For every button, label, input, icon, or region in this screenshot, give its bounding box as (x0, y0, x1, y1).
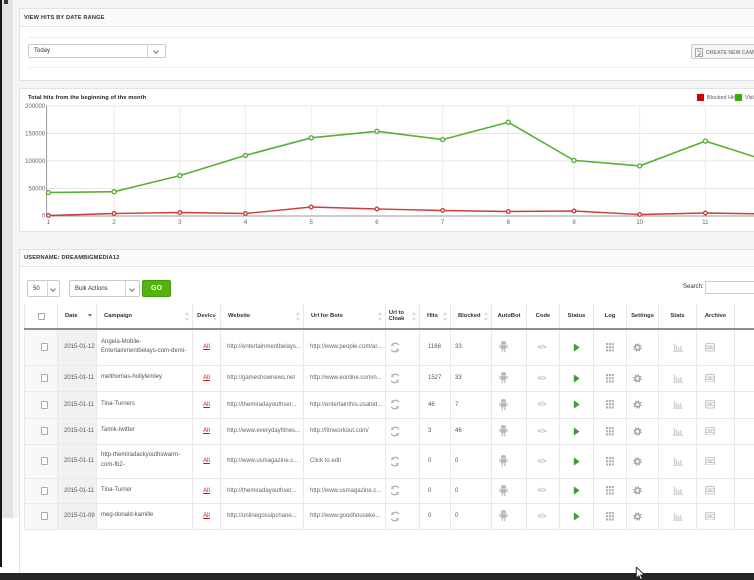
svg-text:7: 7 (441, 220, 445, 226)
svg-text:11: 11 (702, 220, 709, 226)
svg-text:10: 10 (636, 220, 643, 226)
svg-text:0: 0 (42, 214, 46, 220)
svg-text:9: 9 (572, 220, 576, 226)
svg-text:200000: 200000 (25, 104, 46, 110)
svg-text:3: 3 (178, 220, 182, 226)
svg-text:2: 2 (112, 220, 116, 226)
svg-text:1: 1 (47, 220, 51, 226)
svg-text:50000: 50000 (29, 187, 46, 193)
svg-text:8: 8 (507, 220, 511, 226)
svg-text:6: 6 (375, 220, 379, 226)
svg-text:4: 4 (244, 220, 248, 226)
svg-text:150000: 150000 (25, 132, 46, 138)
svg-text:100000: 100000 (25, 159, 46, 165)
svg-text:5: 5 (310, 220, 314, 226)
